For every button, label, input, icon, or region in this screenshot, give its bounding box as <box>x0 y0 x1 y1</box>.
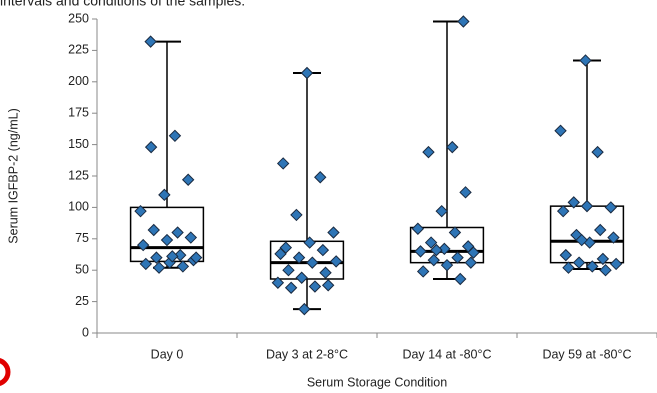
data-point <box>554 124 567 137</box>
data-point <box>171 226 184 239</box>
data-point <box>464 256 478 269</box>
y-tick-label: 225 <box>68 43 89 57</box>
data-point <box>168 129 182 143</box>
y-tick-label: 50 <box>75 262 89 276</box>
data-point <box>290 208 303 222</box>
data-point <box>596 252 610 266</box>
decoration <box>0 358 11 386</box>
data-point <box>440 258 454 272</box>
data-point <box>298 302 311 316</box>
x-tick-label: Day 0 <box>151 347 184 361</box>
x-tick-label: Day 59 at -80°C <box>542 347 631 361</box>
data-point <box>314 171 327 184</box>
y-tick-label: 75 <box>75 231 89 245</box>
data-point <box>467 246 480 259</box>
data-point <box>438 242 451 256</box>
y-tick-label: 125 <box>68 168 89 182</box>
data-point <box>166 250 179 263</box>
data-point <box>284 281 298 294</box>
y-tick-label: 100 <box>68 200 89 214</box>
data-point <box>329 255 343 268</box>
data-point <box>411 222 425 235</box>
data-point <box>271 276 285 289</box>
data-point <box>604 201 618 214</box>
data-point <box>160 233 174 247</box>
data-point <box>599 263 612 277</box>
data-point <box>562 261 575 274</box>
data-point <box>321 279 335 292</box>
data-point <box>306 256 319 269</box>
y-tick-label: 250 <box>68 11 89 25</box>
data-point <box>158 188 171 202</box>
data-point <box>451 251 464 264</box>
data-point <box>295 271 308 284</box>
x-tick-label: Day 14 at -80°C <box>402 347 491 361</box>
data-point <box>184 231 198 244</box>
caption: intervals and conditions of the samples. <box>0 0 245 9</box>
data-point <box>136 238 150 252</box>
x-tick-label: Day 3 at 2-8°C <box>266 347 348 361</box>
data-point <box>430 243 443 257</box>
data-point <box>575 233 588 247</box>
y-tick-label: 150 <box>68 137 89 151</box>
x-axis-label: Serum Storage Condition <box>307 375 447 389</box>
data-point <box>454 272 467 286</box>
data-point <box>292 251 306 264</box>
data-point <box>559 248 573 262</box>
data-point <box>300 66 314 80</box>
data-point <box>134 204 147 218</box>
data-point <box>586 260 599 273</box>
data-point <box>144 35 157 48</box>
data-point <box>572 256 586 269</box>
y-tick-label: 200 <box>68 74 89 88</box>
data-point <box>416 265 430 278</box>
data-point <box>327 226 340 239</box>
data-point <box>147 223 160 237</box>
data-point <box>424 236 438 249</box>
data-point <box>282 263 295 277</box>
data-point <box>303 236 316 249</box>
data-point <box>591 145 604 159</box>
data-point <box>176 260 190 273</box>
data-point <box>448 226 462 239</box>
data-point <box>435 204 448 218</box>
data-point <box>144 140 158 154</box>
data-point <box>427 253 440 267</box>
data-point <box>446 140 459 154</box>
y-tick-label: 0 <box>82 325 89 339</box>
data-point <box>609 257 623 271</box>
data-point <box>174 248 187 262</box>
data-point <box>316 243 330 257</box>
y-tick-label: 175 <box>68 105 89 119</box>
data-point <box>422 145 435 159</box>
data-point <box>276 157 290 170</box>
data-point <box>414 245 427 258</box>
data-point <box>607 231 620 244</box>
data-point <box>150 251 163 264</box>
data-point <box>319 266 332 279</box>
data-point <box>580 199 594 213</box>
data-point <box>579 54 592 67</box>
y-axis-label: Serum IGFBP-2 (ng/mL) <box>6 108 20 243</box>
data-point <box>139 257 153 271</box>
data-point <box>274 247 287 261</box>
data-point <box>152 261 166 274</box>
data-point <box>457 15 470 28</box>
data-point <box>308 280 322 293</box>
y-tick-label: 25 <box>75 294 89 308</box>
data-point <box>594 223 607 237</box>
data-point <box>567 196 580 209</box>
data-point <box>189 251 203 264</box>
data-point <box>181 173 195 186</box>
data-point <box>459 186 472 199</box>
data-point <box>556 204 570 218</box>
